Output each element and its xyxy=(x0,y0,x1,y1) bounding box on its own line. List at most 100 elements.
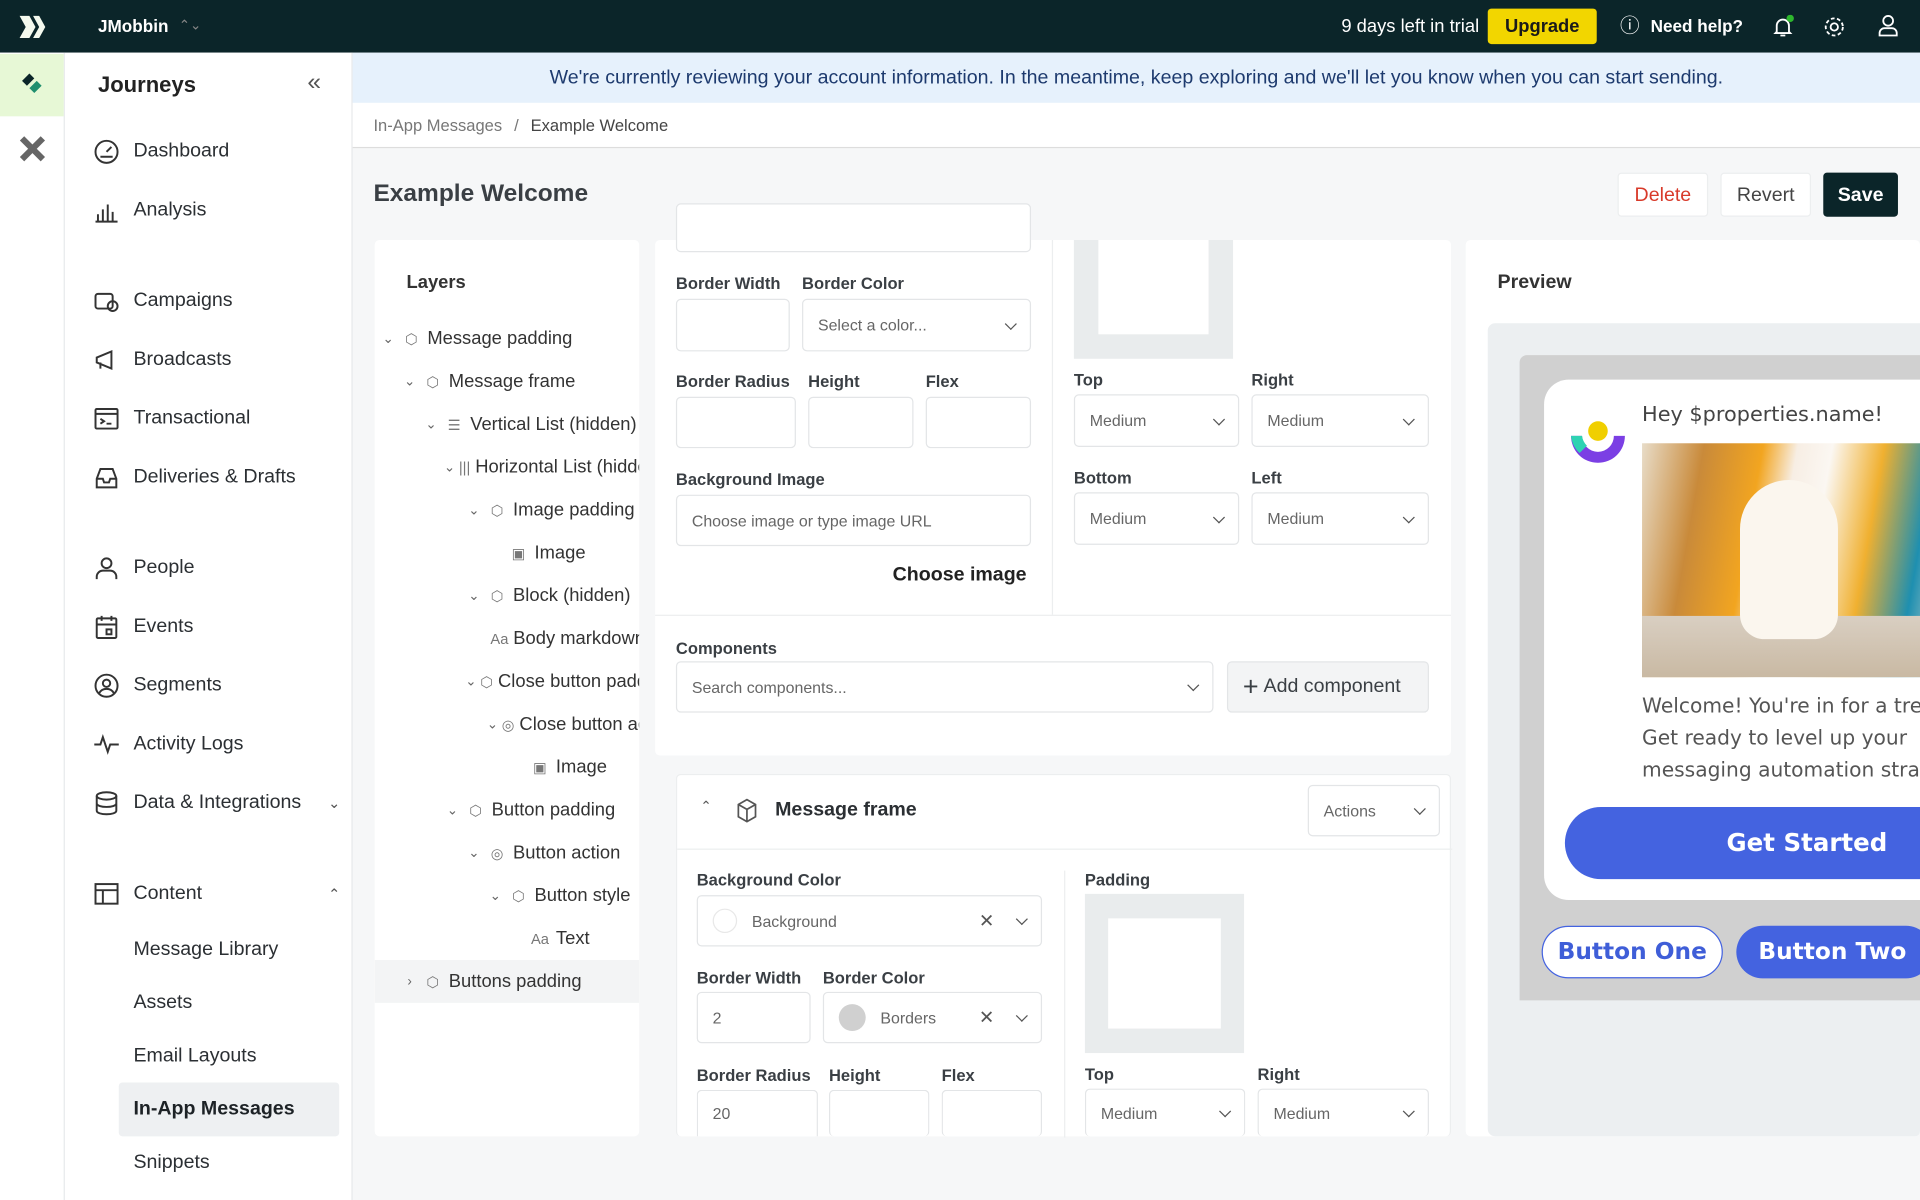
layer-label: Button action xyxy=(513,842,621,864)
sidebar-subitem-email-layouts[interactable]: Email Layouts xyxy=(133,1045,257,1067)
sidebar-item-people[interactable]: People xyxy=(93,550,194,587)
layer-item[interactable]: ⌄ ⬡ Message frame xyxy=(375,360,639,403)
frame-border-width-input[interactable]: 2 xyxy=(696,991,811,1044)
layer-item[interactable]: ⌄⬡Close button padding xyxy=(375,660,639,703)
sidebar-item-dashboard[interactable]: Dashboard xyxy=(93,133,229,170)
sidebar-item-content[interactable]: Content ⌃ xyxy=(93,876,340,913)
layer-item[interactable]: ⌄ ⬡ Button padding xyxy=(375,789,639,832)
sidebar-item-transactional[interactable]: Transactional xyxy=(93,400,250,437)
chevron-down-icon[interactable]: ⌄ xyxy=(382,331,394,347)
workspace-switcher[interactable]: JMobbin xyxy=(97,15,169,36)
sidebar-item-data-integrations[interactable]: Data & Integrations ⌄ xyxy=(93,785,340,822)
actions-select[interactable]: Actions xyxy=(1307,784,1441,837)
border-width-input[interactable] xyxy=(675,298,790,352)
breadcrumb-parent[interactable]: In-App Messages xyxy=(373,116,503,135)
sidebar-subitem-snippets[interactable]: Snippets xyxy=(133,1152,210,1174)
chevron-down-icon[interactable]: ⌄ xyxy=(486,717,499,733)
layer-item[interactable]: ▣ Image xyxy=(375,746,639,789)
sidebar-subitem-message-library[interactable]: Message Library xyxy=(133,939,279,961)
flex-input[interactable] xyxy=(925,396,1032,449)
clear-icon[interactable]: ✕ xyxy=(978,911,995,932)
help-icon[interactable]: ⓘ xyxy=(1620,15,1640,37)
components-search[interactable]: Search components... xyxy=(675,661,1214,713)
button-two[interactable]: Button Two xyxy=(1736,925,1920,979)
sidebar-item-campaigns[interactable]: Campaigns xyxy=(93,283,233,320)
button-one[interactable]: Button One xyxy=(1541,925,1723,979)
padding-bottom-select[interactable]: Medium xyxy=(1073,492,1240,545)
collapse-section-icon[interactable]: ⌃ xyxy=(700,799,712,815)
sidebar-subitem-assets[interactable]: Assets xyxy=(133,991,193,1013)
layer-item[interactable]: Aa Body markdown xyxy=(375,617,639,660)
add-component-button[interactable]: + Add component xyxy=(1226,661,1429,713)
sidebar-item-events[interactable]: Events xyxy=(93,609,193,646)
layer-label: Vertical List (hidden) xyxy=(470,413,637,435)
sidebar-subitem-in-app-messages[interactable]: In-App Messages xyxy=(118,1082,340,1137)
sidebar-item-broadcasts[interactable]: Broadcasts xyxy=(93,342,231,379)
rail-item-journeys[interactable] xyxy=(0,53,64,117)
layer-item[interactable]: ⌄ ⬡ Image padding xyxy=(375,489,639,532)
frame-padding-top-select[interactable]: Medium xyxy=(1084,1088,1246,1137)
chevron-down-icon[interactable]: ⌄ xyxy=(443,460,456,476)
user-icon[interactable] xyxy=(1876,13,1900,37)
bell-icon[interactable] xyxy=(1771,14,1795,39)
chevron-down-icon[interactable]: ⌄ xyxy=(468,588,480,604)
sidebar-item-deliveries-drafts[interactable]: Deliveries & Drafts xyxy=(93,459,296,496)
sidebar-item-segments[interactable]: Segments xyxy=(93,667,222,704)
choose-image-button[interactable]: Choose image xyxy=(892,564,1027,586)
chevron-down-icon[interactable]: ⌄ xyxy=(425,417,437,433)
layer-item[interactable]: Aa Text xyxy=(375,917,639,960)
upgrade-button[interactable]: Upgrade xyxy=(1487,8,1597,45)
layer-item[interactable]: ⌄||| Horizontal List (hidden) xyxy=(375,446,639,489)
frame-height-input[interactable] xyxy=(828,1089,930,1137)
chevron-down-icon[interactable]: ⌄ xyxy=(489,888,501,904)
message-frame-preview: Hey $properties.name! Welcome! You're in… xyxy=(1519,355,1920,1001)
revert-button[interactable]: Revert xyxy=(1720,172,1812,217)
page-title: Example Welcome xyxy=(373,180,589,207)
layer-item[interactable]: ⌄ ⬡ Block (hidden) xyxy=(375,574,639,617)
chevron-down-icon[interactable]: ⌄ xyxy=(328,794,341,812)
clear-icon[interactable]: ✕ xyxy=(978,1007,995,1029)
rail-item-secondary-icon[interactable] xyxy=(19,136,46,162)
background-color-select[interactable]: Background ✕ xyxy=(696,895,1043,947)
layer-item[interactable]: ⌄ ⬡ Button style xyxy=(375,874,639,917)
frame-padding-right-select[interactable]: Medium xyxy=(1257,1088,1429,1137)
collapse-sidebar-icon[interactable]: « xyxy=(307,68,321,96)
border-radius-input[interactable] xyxy=(675,396,796,449)
save-button[interactable]: Save xyxy=(1823,172,1898,217)
section-divider xyxy=(655,614,1452,616)
layer-item[interactable]: ⌄ ◎ Button action xyxy=(375,831,639,874)
chevron-up-icon[interactable]: ⌃ xyxy=(328,885,341,903)
chevron-down-icon[interactable]: ⌄ xyxy=(468,846,480,861)
need-help-link[interactable]: Need help? xyxy=(1650,15,1744,36)
chevron-down-icon[interactable]: ⌄ xyxy=(446,803,459,818)
chevron-down-icon[interactable]: ⌄ xyxy=(403,374,416,390)
chevron-right-icon[interactable]: › xyxy=(407,974,412,989)
calendar-icon xyxy=(95,615,118,639)
frame-border-radius-input[interactable]: 20 xyxy=(696,1089,818,1137)
height-input[interactable] xyxy=(808,396,914,449)
chevron-down-icon[interactable]: ⌄ xyxy=(468,503,480,518)
padding-left-select[interactable]: Medium xyxy=(1251,492,1429,545)
frame-border-color-select[interactable]: Borders ✕ xyxy=(822,991,1043,1044)
click-icon: ◎ xyxy=(501,715,515,733)
background-image-input[interactable]: Choose image or type image URL xyxy=(675,494,1032,547)
layer-item[interactable]: ⌄ ☰ Vertical List (hidden) xyxy=(375,403,639,446)
clipped-field[interactable] xyxy=(675,203,1032,253)
layer-item[interactable]: ⌄ ⬡ Message padding xyxy=(375,317,639,360)
delete-button[interactable]: Delete xyxy=(1617,172,1709,217)
padding-top-select[interactable]: Medium xyxy=(1073,394,1240,447)
chevron-down-icon[interactable]: ⌄ xyxy=(465,674,477,690)
app-logo-icon[interactable] xyxy=(17,13,46,40)
border-color-select[interactable]: Select a color... xyxy=(802,298,1032,352)
frame-flex-input[interactable] xyxy=(941,1089,1043,1137)
layer-item[interactable]: ▣ Image xyxy=(375,531,639,574)
get-started-button[interactable]: Get Started xyxy=(1564,806,1920,880)
padding-right-select[interactable]: Medium xyxy=(1251,394,1429,447)
layer-item[interactable]: › ⬡ Buttons padding xyxy=(374,960,640,1003)
layer-item[interactable]: ⌄◎Close button action xyxy=(375,703,639,746)
sidebar-item-analysis[interactable]: Analysis xyxy=(93,192,206,229)
background-image-placeholder: Choose image or type image URL xyxy=(691,511,932,530)
gear-icon[interactable] xyxy=(1822,15,1846,39)
sidebar-item-activity-logs[interactable]: Activity Logs xyxy=(93,726,243,763)
workspace-switch-icon[interactable]: ⌃⌄ xyxy=(178,18,202,34)
